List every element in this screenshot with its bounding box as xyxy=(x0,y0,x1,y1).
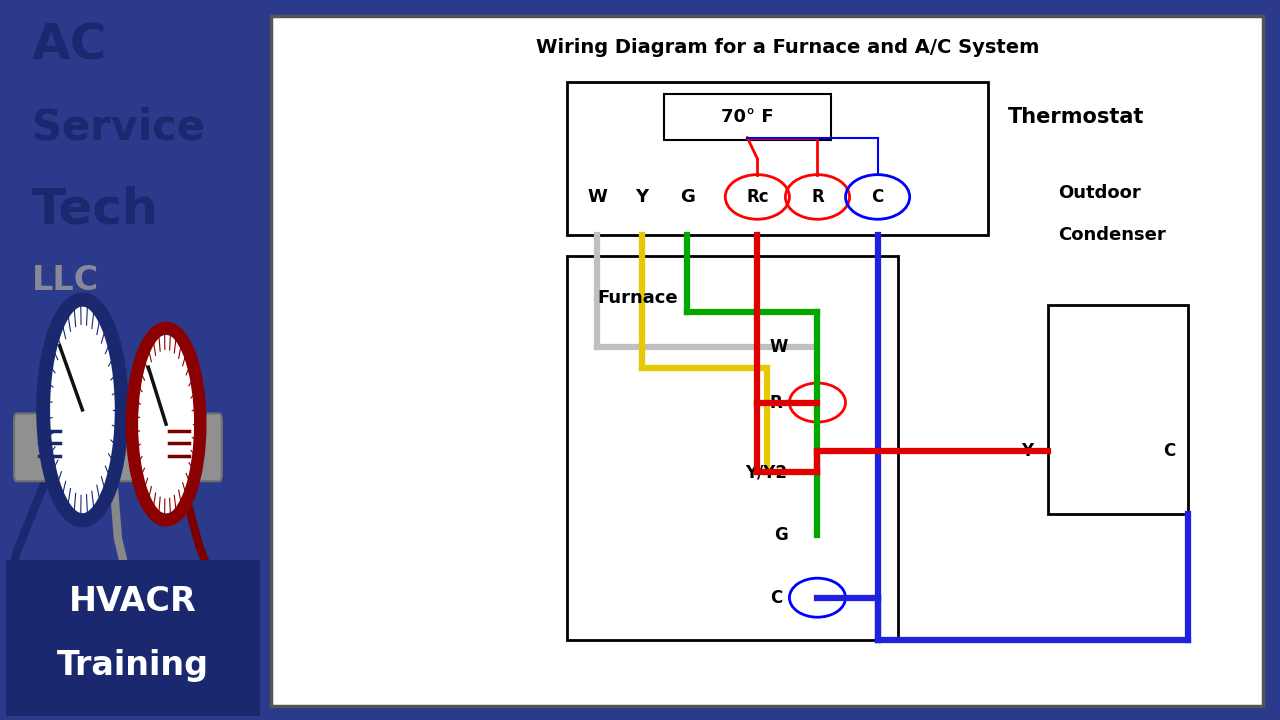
Text: G: G xyxy=(773,526,787,544)
Text: Tech: Tech xyxy=(32,185,159,233)
Text: W: W xyxy=(588,188,607,206)
FancyBboxPatch shape xyxy=(1048,305,1188,514)
Text: LLC: LLC xyxy=(32,264,99,297)
Text: 70° F: 70° F xyxy=(721,108,773,126)
Text: HVACR: HVACR xyxy=(69,585,197,618)
FancyBboxPatch shape xyxy=(567,82,988,235)
FancyBboxPatch shape xyxy=(6,559,260,716)
Text: Outdoor: Outdoor xyxy=(1059,184,1140,202)
FancyBboxPatch shape xyxy=(664,94,831,140)
Text: Thermostat: Thermostat xyxy=(1007,107,1144,127)
Text: Y: Y xyxy=(1021,442,1033,460)
Text: C: C xyxy=(1164,442,1175,460)
Text: Condenser: Condenser xyxy=(1059,226,1166,244)
Text: Y: Y xyxy=(635,188,649,206)
Text: Training: Training xyxy=(58,649,209,682)
Text: C: C xyxy=(872,188,883,206)
Text: Service: Service xyxy=(32,107,205,149)
Text: Rc: Rc xyxy=(746,188,769,206)
Text: G: G xyxy=(680,188,695,206)
FancyBboxPatch shape xyxy=(567,256,897,639)
Text: R: R xyxy=(812,188,824,206)
Circle shape xyxy=(134,335,197,513)
Text: Y/Y2: Y/Y2 xyxy=(745,463,787,481)
FancyBboxPatch shape xyxy=(14,413,221,481)
Text: Furnace: Furnace xyxy=(596,289,677,307)
Text: C: C xyxy=(771,589,782,607)
Text: R: R xyxy=(769,394,782,412)
Text: Wiring Diagram for a Furnace and A/C System: Wiring Diagram for a Furnace and A/C Sys… xyxy=(536,37,1039,57)
Text: W: W xyxy=(769,338,787,356)
FancyBboxPatch shape xyxy=(271,16,1263,706)
Text: AC: AC xyxy=(32,22,108,69)
Circle shape xyxy=(46,307,119,513)
